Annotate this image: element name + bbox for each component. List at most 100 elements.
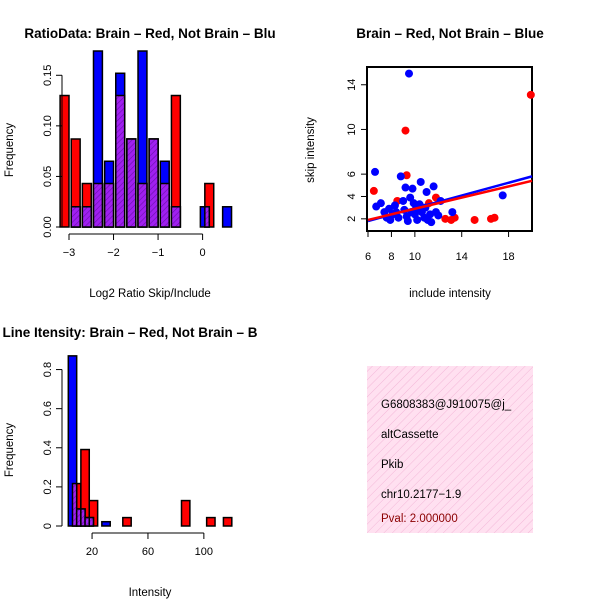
- intensity-scatter-points: [369, 69, 535, 227]
- ratio-histogram-bar-overlap: [204, 206, 211, 228]
- scatter-point-not-brain: [376, 199, 385, 208]
- ratio-histogram-y-tick-label: 0.10: [42, 115, 54, 136]
- scatter-point-not-brain: [405, 69, 413, 78]
- scatter-point-brain: [470, 215, 479, 224]
- ratio-histogram-bar-overlap: [126, 138, 137, 228]
- info-panel-background: [367, 366, 533, 533]
- ratio-histogram-bar-overlap: [115, 94, 126, 228]
- line-intensity-x-tick-label: 60: [142, 546, 154, 558]
- ratio-histogram-title: RatioData: Brain – Red, Not Brain – Blu: [24, 26, 275, 41]
- line-intensity-x-tick-label: 20: [86, 546, 98, 558]
- ratio-histogram-bar-overlap: [137, 182, 148, 228]
- ratio-histogram-x-axis: −3 −2 −1 0: [63, 233, 206, 259]
- info-event-type: altCassette: [381, 429, 439, 441]
- line-intensity-bar-overlap: [71, 482, 78, 527]
- info-panel: G6808383@J910075@j_ altCassette Pkib chr…: [367, 366, 533, 533]
- scatter-x-tick-label: 6: [365, 251, 371, 263]
- line-intensity-y-axis: 0 0.2 0.4 0.6 0.8: [42, 362, 63, 529]
- line-intensity-bars: [67, 355, 233, 527]
- line-intensity-x-axis: 20 60 100: [86, 532, 213, 558]
- line-intensity-histogram: Line Itensity: Brain – Red, Not Brain – …: [2, 325, 257, 599]
- scatter-point-not-brain: [422, 188, 431, 197]
- ratio-histogram-bar-overlap: [70, 206, 81, 228]
- intensity-scatter-frame: [366, 66, 533, 232]
- scatter-point-brain: [490, 213, 499, 222]
- scatter-point-not-brain: [416, 177, 425, 186]
- scatter-point-not-brain: [394, 213, 403, 222]
- line-intensity-y-tick-label: 0.2: [42, 479, 54, 494]
- scatter-y-tick-label: 10: [346, 123, 358, 135]
- line-intensity-ylabel: Frequency: [4, 423, 16, 478]
- line-intensity-bar-brain: [205, 516, 216, 527]
- ratio-histogram-x-tick-label: −3: [63, 247, 76, 259]
- ratio-histogram-xlabel: Log2 Ratio Skip/Include: [89, 288, 210, 300]
- scatter-point-not-brain: [396, 172, 405, 181]
- scatter-point-not-brain: [390, 201, 399, 210]
- line-intensity-x-tick-label: 100: [195, 546, 213, 558]
- scatter-point-not-brain: [434, 211, 443, 220]
- intensity-scatter-y-axis: 2 4 6 10 14: [346, 79, 368, 222]
- ratio-histogram: RatioData: Brain – Red, Not Brain – Blu …: [4, 26, 276, 300]
- scatter-x-tick-label: 10: [409, 251, 421, 263]
- line-intensity-bar-brain: [222, 516, 233, 527]
- scatter-point-not-brain: [408, 184, 417, 193]
- ratio-histogram-bar-overlap: [159, 182, 170, 228]
- info-pval: Pval: 2.000000: [381, 513, 458, 525]
- scatter-point-brain: [526, 90, 535, 99]
- scatter-point-not-brain: [448, 208, 457, 217]
- scatter-point-not-brain: [403, 217, 412, 226]
- scatter-point-not-brain: [429, 182, 438, 191]
- scatter-point-not-brain: [401, 183, 410, 192]
- line-intensity-bar-brain: [180, 499, 191, 527]
- intensity-scatter-x-axis: 6 8 10 14 18: [365, 230, 515, 263]
- scatter-point-not-brain: [371, 167, 380, 176]
- ratio-histogram-y-axis: 0.00 0.05 0.10 0.15: [42, 65, 63, 238]
- ratio-histogram-bar-overlap: [92, 182, 104, 228]
- line-intensity-y-tick-label: 0: [42, 523, 54, 529]
- scatter-fit-line-brain: [367, 179, 533, 222]
- scatter-point-not-brain: [399, 196, 408, 205]
- scatter-y-tick-label: 6: [346, 171, 358, 177]
- ratio-histogram-x-tick-label: −1: [152, 247, 165, 259]
- scatter-x-tick-label: 14: [456, 251, 468, 263]
- scatter-y-tick-label: 14: [346, 79, 358, 91]
- ratio-histogram-bar-not-brain: [221, 206, 233, 228]
- line-intensity-bar-overlap: [88, 516, 95, 527]
- ratio-histogram-bar-overlap: [148, 138, 159, 228]
- intensity-scatter: Brain – Red, Not Brain – Blue 2 4 6 10 14 6 8…: [305, 26, 544, 300]
- ratio-histogram-x-tick-label: 0: [200, 247, 206, 259]
- scatter-point-brain: [401, 126, 410, 135]
- ratio-histogram-y-tick-label: 0.05: [42, 166, 54, 187]
- scatter-point-not-brain: [498, 191, 507, 200]
- scatter-y-tick-label: 4: [346, 193, 358, 199]
- ratio-histogram-bar-overlap: [170, 206, 182, 228]
- line-intensity-title: Line Itensity: Brain – Red, Not Brain – …: [2, 325, 257, 340]
- intensity-scatter-fit-lines: [367, 175, 533, 223]
- scatter-point-not-brain: [427, 218, 436, 227]
- scatter-point-brain: [369, 186, 378, 195]
- info-gene: Pkib: [381, 459, 403, 471]
- line-intensity-y-tick-label: 0.8: [42, 362, 54, 377]
- ratio-histogram-bar-overlap: [103, 182, 115, 228]
- scatter-point-not-brain: [413, 215, 422, 224]
- scatter-y-tick-label: 2: [346, 216, 358, 222]
- ratio-histogram-bars: [59, 50, 233, 228]
- ratio-histogram-bar-overlap: [81, 206, 93, 228]
- line-intensity-bar-brain: [122, 516, 132, 527]
- intensity-scatter-ylabel: skip intensity: [305, 117, 317, 183]
- line-intensity-y-tick-label: 0.6: [42, 401, 54, 416]
- intensity-scatter-xlabel: include intensity: [409, 288, 491, 300]
- ratio-histogram-ylabel: Frequency: [4, 123, 16, 178]
- scatter-x-tick-label: 8: [388, 251, 394, 263]
- ratio-histogram-y-tick-label: 0.15: [42, 65, 54, 86]
- line-intensity-y-tick-label: 0.4: [42, 440, 54, 455]
- info-event-id: G6808383@J910075@j_: [381, 399, 512, 411]
- scatter-x-tick-label: 18: [502, 251, 514, 263]
- ratio-histogram-x-tick-label: −2: [107, 247, 120, 259]
- ratio-histogram-y-tick-label: 0.00: [42, 216, 54, 237]
- intensity-scatter-title: Brain – Red, Not Brain – Blue: [356, 26, 544, 41]
- info-location: chr10.2177−1.9: [381, 489, 461, 501]
- line-intensity-xlabel: Intensity: [129, 587, 172, 599]
- ratio-histogram-bar-brain: [59, 94, 70, 228]
